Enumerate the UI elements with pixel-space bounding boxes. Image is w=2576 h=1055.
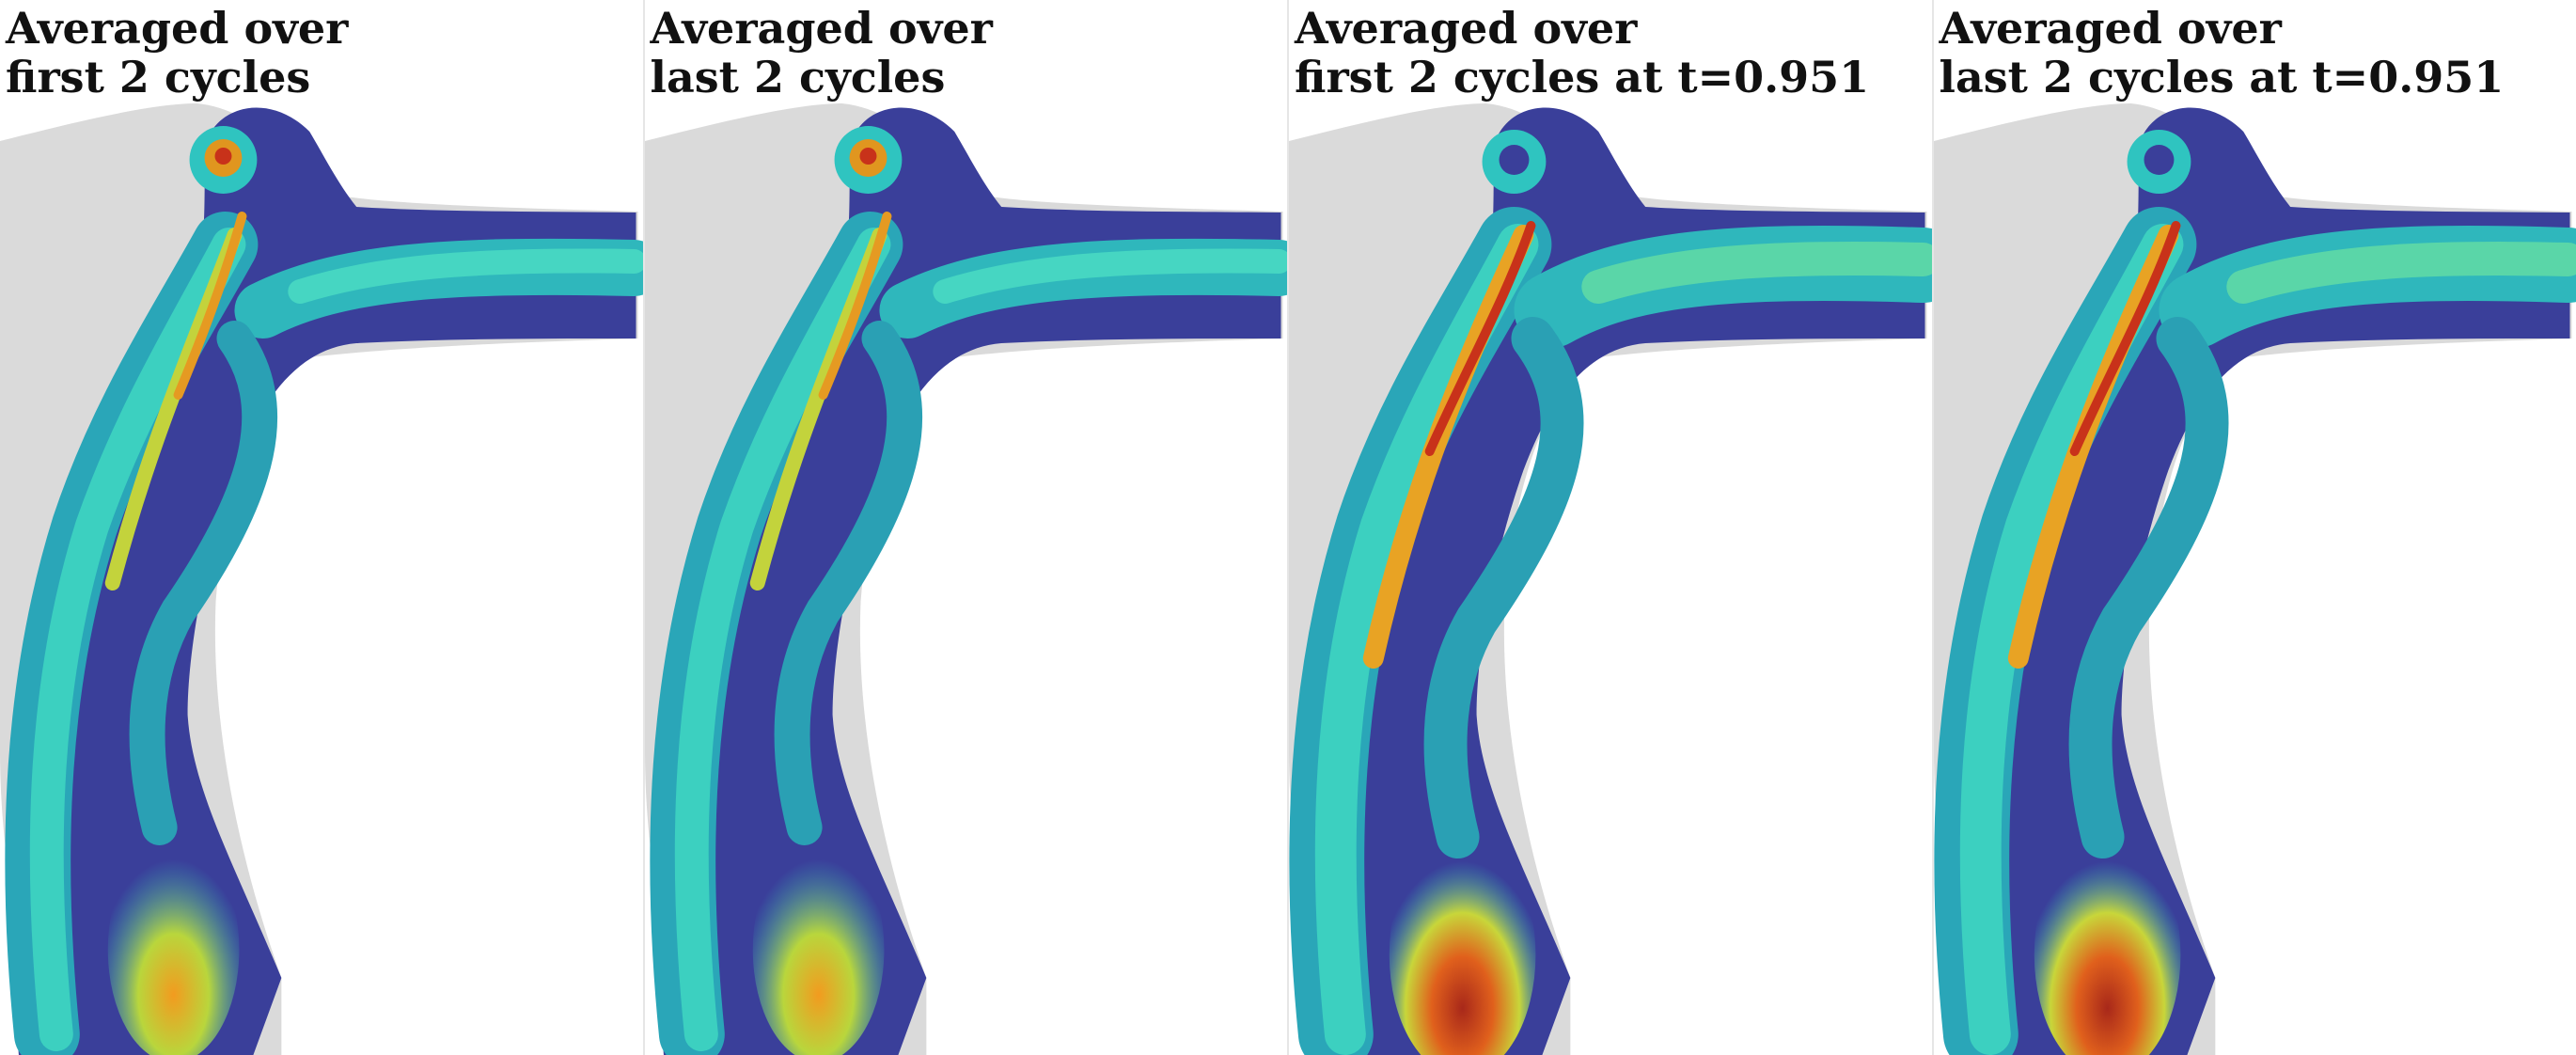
flow-band [818,212,891,400]
outlet-jet [752,837,884,1055]
vessel-render [644,103,1287,1055]
vessel-render [0,103,643,1055]
vortex [2144,145,2174,175]
panel-caption: Averaged over last 2 cycles at t=0.951 [1940,4,2505,102]
caption-line-1: Averaged over [1939,3,2282,54]
branch-flow [2225,242,2576,304]
outlet-jet [2034,832,2180,1055]
vortex [858,148,876,165]
caption-line-1: Averaged over [6,3,349,54]
vortex [1499,145,1530,175]
panel-caption: Averaged over first 2 cycles at t=0.951 [1295,4,1869,102]
caption-line-2: first 2 cycles [6,52,311,102]
outlet-jet [107,837,240,1055]
outlet-jet [1389,832,1536,1055]
branch-flow [932,248,1287,304]
caption-line-1: Averaged over [1295,3,1638,54]
branch-flow [1581,242,1932,304]
caption-line-2: last 2 cycles at t=0.951 [1939,52,2505,102]
vessel-render [1289,103,1932,1055]
caption-line-2: last 2 cycles [650,52,946,102]
vortex [214,148,232,165]
flow-band [2068,317,2228,858]
flow-band [1423,317,1584,858]
panel-caption: Averaged over last 2 cycles [651,4,993,102]
panel-caption: Averaged over first 2 cycles [6,4,348,102]
flow-band [129,321,278,845]
branch-flow [288,248,643,304]
flow-band [173,212,247,400]
panel-first-2-cycles-t0951: Averaged over first 2 cycles at t=0.951 [1287,0,1932,1055]
flow-band [29,228,246,1051]
flow-band [674,228,890,1051]
panel-last-2-cycles: Averaged over last 2 cycles [642,0,1287,1055]
flow-band [2069,221,2180,456]
panel-last-2-cycles-t0951: Averaged over last 2 cycles at t=0.951 [1931,0,2576,1055]
caption-line-2: first 2 cycles at t=0.951 [1295,52,1870,102]
flow-band [774,321,922,845]
caption-line-1: Averaged over [650,3,993,54]
vessel-render [1933,103,2576,1055]
panel-first-2-cycles: Averaged over first 2 cycles [0,0,643,1055]
flow-band [1424,221,1536,456]
